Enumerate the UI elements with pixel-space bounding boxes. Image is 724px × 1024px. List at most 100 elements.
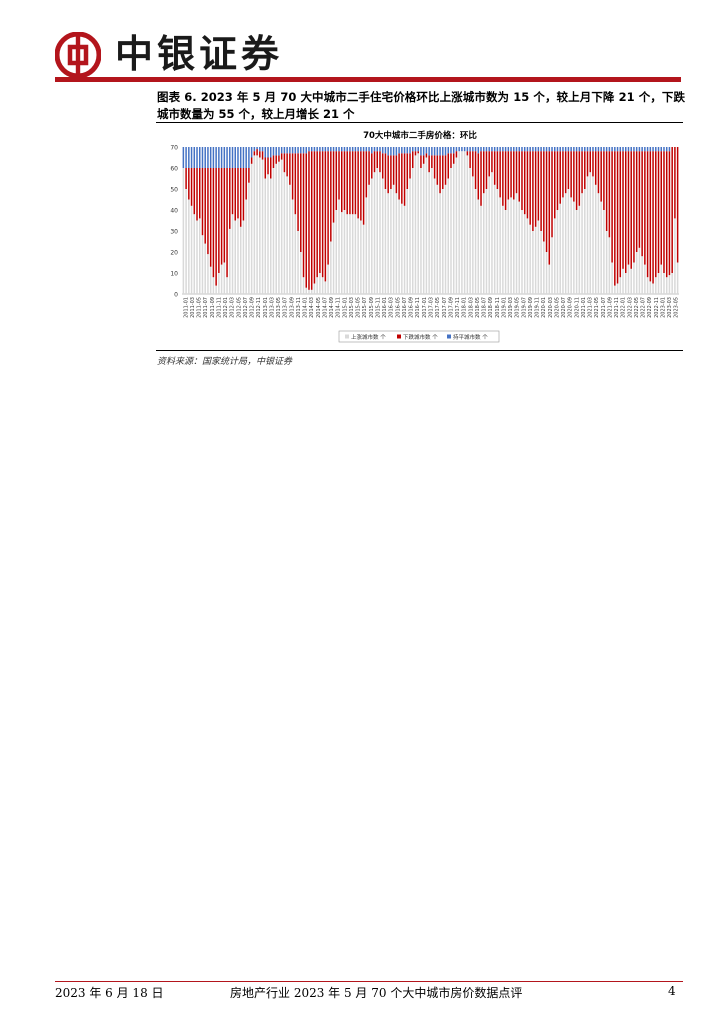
bar-down <box>310 151 313 290</box>
bar-up <box>267 174 269 294</box>
bar-flat <box>392 147 395 156</box>
bar-flat <box>278 147 280 156</box>
x-tick-label: 2015-09 <box>369 297 375 318</box>
bar-flat <box>242 147 245 168</box>
bar-up <box>474 189 477 294</box>
bar-up <box>619 277 622 294</box>
bar-down <box>198 168 201 219</box>
bar-flat <box>422 147 425 156</box>
bar-up <box>346 214 348 294</box>
bar-flat <box>622 147 624 152</box>
bar-up <box>553 218 556 294</box>
x-tick-label: 2020-07 <box>561 297 567 318</box>
bar-up <box>310 289 313 294</box>
bar-flat <box>556 147 559 152</box>
bar-flat <box>365 147 368 152</box>
bar-up <box>649 281 652 294</box>
bar-flat <box>302 147 305 154</box>
bar-flat <box>193 147 196 168</box>
bar-down <box>573 151 575 202</box>
x-tick-label: 2017-05 <box>435 297 441 318</box>
bar-down <box>294 153 297 215</box>
company-name: 中银证券 <box>115 32 284 76</box>
bar-down <box>428 155 430 173</box>
x-tick-label: 2020-05 <box>554 297 560 318</box>
bar-up <box>493 184 496 294</box>
bar-down <box>196 168 198 221</box>
bar-flat <box>616 147 619 152</box>
bar-up <box>510 197 512 294</box>
x-tick-label: 2022-07 <box>641 297 647 318</box>
x-tick-label: 2011-07 <box>203 297 209 318</box>
bar-up <box>562 197 564 294</box>
figure-caption: 图表 6. 2023 年 5 月 70 大中城市二手住宅价格环比上涨城市数为 1… <box>157 90 685 121</box>
bar-flat <box>267 147 269 158</box>
bar-up <box>482 193 485 294</box>
bar-flat <box>638 147 641 152</box>
bar-flat <box>469 147 471 152</box>
bar-flat <box>310 147 313 152</box>
bar-flat <box>597 147 600 152</box>
bar-flat <box>655 147 657 152</box>
bar-down <box>655 151 657 278</box>
bar-up <box>362 224 365 294</box>
y-tick-label: 20 <box>170 250 178 257</box>
bar-up <box>436 184 439 294</box>
bar-flat <box>548 147 551 152</box>
bar-down <box>594 151 597 185</box>
bar-flat <box>630 147 632 152</box>
bar-up <box>398 199 400 294</box>
bar-down <box>660 151 663 265</box>
caption-rule <box>156 122 683 123</box>
bar-flat <box>581 147 583 152</box>
bar-flat <box>499 147 501 152</box>
bar-flat <box>403 147 406 154</box>
bar-up <box>502 205 504 294</box>
bar-up <box>420 168 422 294</box>
bar-flat <box>477 147 480 154</box>
bar-up <box>226 277 228 294</box>
bar-flat <box>431 147 433 156</box>
bar-up <box>581 193 583 294</box>
x-tick-label: 2021-07 <box>601 297 607 318</box>
bar-up <box>190 205 193 294</box>
bar-flat <box>532 147 534 152</box>
bar-down <box>417 151 419 154</box>
x-tick-label: 2019-07 <box>521 297 527 318</box>
bar-up <box>182 168 185 294</box>
x-tick-label: 2012-05 <box>236 297 242 318</box>
bar-down <box>365 151 368 198</box>
y-tick-label: 0 <box>174 292 178 299</box>
bar-down <box>379 151 381 173</box>
bar-down <box>668 151 671 276</box>
bar-up <box>231 214 234 294</box>
bar-down <box>551 151 553 238</box>
legend-label: 上涨城市数 个 <box>351 333 386 341</box>
bar-up <box>414 155 417 294</box>
x-tick-label: 2014-09 <box>329 297 335 318</box>
bar-up <box>444 184 447 294</box>
bar-up <box>275 163 277 294</box>
bar-flat <box>641 147 643 152</box>
x-tick-label: 2019-05 <box>515 297 521 318</box>
bar-down <box>633 151 635 263</box>
bar-up <box>624 273 627 294</box>
bar-flat <box>321 147 324 152</box>
x-tick-label: 2022-09 <box>647 297 653 318</box>
x-tick-label: 2019-11 <box>535 297 541 318</box>
bar-down <box>603 151 605 210</box>
x-tick-label: 2011-09 <box>210 297 216 318</box>
bar-up <box>499 197 501 294</box>
bar-flat <box>665 147 668 152</box>
bar-flat <box>466 147 469 152</box>
bar-down <box>212 168 215 278</box>
bar-flat <box>488 147 490 152</box>
bar-up <box>551 237 553 294</box>
bar-flat <box>551 147 553 152</box>
bar-flat <box>237 147 239 168</box>
bar-down <box>264 157 267 179</box>
bar-down <box>242 168 245 221</box>
bar-down <box>215 168 217 286</box>
bar-down <box>559 151 561 204</box>
bar-down <box>564 151 567 194</box>
